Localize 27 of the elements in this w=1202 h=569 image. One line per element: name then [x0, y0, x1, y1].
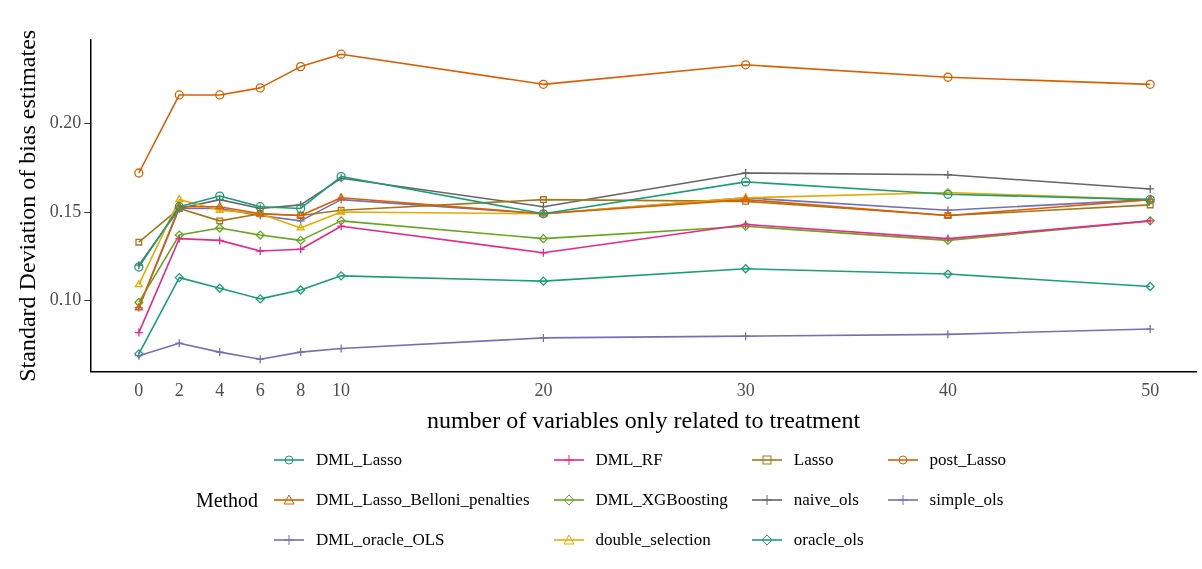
- legend-label: DML_oracle_OLS: [316, 530, 445, 550]
- legend-label: DML_Lasso_Belloni_penalties: [316, 490, 530, 510]
- x-tick-label: 6: [255, 380, 265, 401]
- x-tick-label: 40: [938, 380, 957, 401]
- legend-label: double_selection: [595, 530, 711, 550]
- x-tick-label: 2: [174, 380, 184, 401]
- x-tick-label: 4: [215, 380, 225, 401]
- y-tick-label: 0.20: [49, 112, 82, 133]
- legend-label: naive_ols: [793, 490, 859, 510]
- y-axis-title: Standard Deviation of bias estimates: [13, 29, 40, 382]
- x-axis-title: number of variables only related to treatment: [426, 406, 861, 433]
- x-tick-label: 10: [332, 380, 351, 401]
- legend-label: DML_RF: [595, 450, 663, 470]
- x-tick-label: 30: [736, 380, 755, 401]
- legend-label: DML_XGBoosting: [595, 490, 728, 510]
- legend-label: simple_ols: [929, 490, 1004, 510]
- x-tick-label: 50: [1141, 380, 1160, 401]
- legend-label: oracle_ols: [793, 530, 864, 550]
- y-tick-label: 0.15: [49, 200, 82, 221]
- y-tick-label: 0.10: [49, 289, 82, 310]
- x-tick-label: 8: [296, 380, 306, 401]
- legend-label: DML_Lasso: [316, 450, 403, 470]
- legend-label: Lasso: [793, 450, 834, 470]
- x-tick-label: 0: [134, 380, 144, 401]
- legend-title: Method: [195, 488, 259, 512]
- x-tick-label: 20: [534, 380, 553, 401]
- legend-label: post_Lasso: [929, 450, 1007, 470]
